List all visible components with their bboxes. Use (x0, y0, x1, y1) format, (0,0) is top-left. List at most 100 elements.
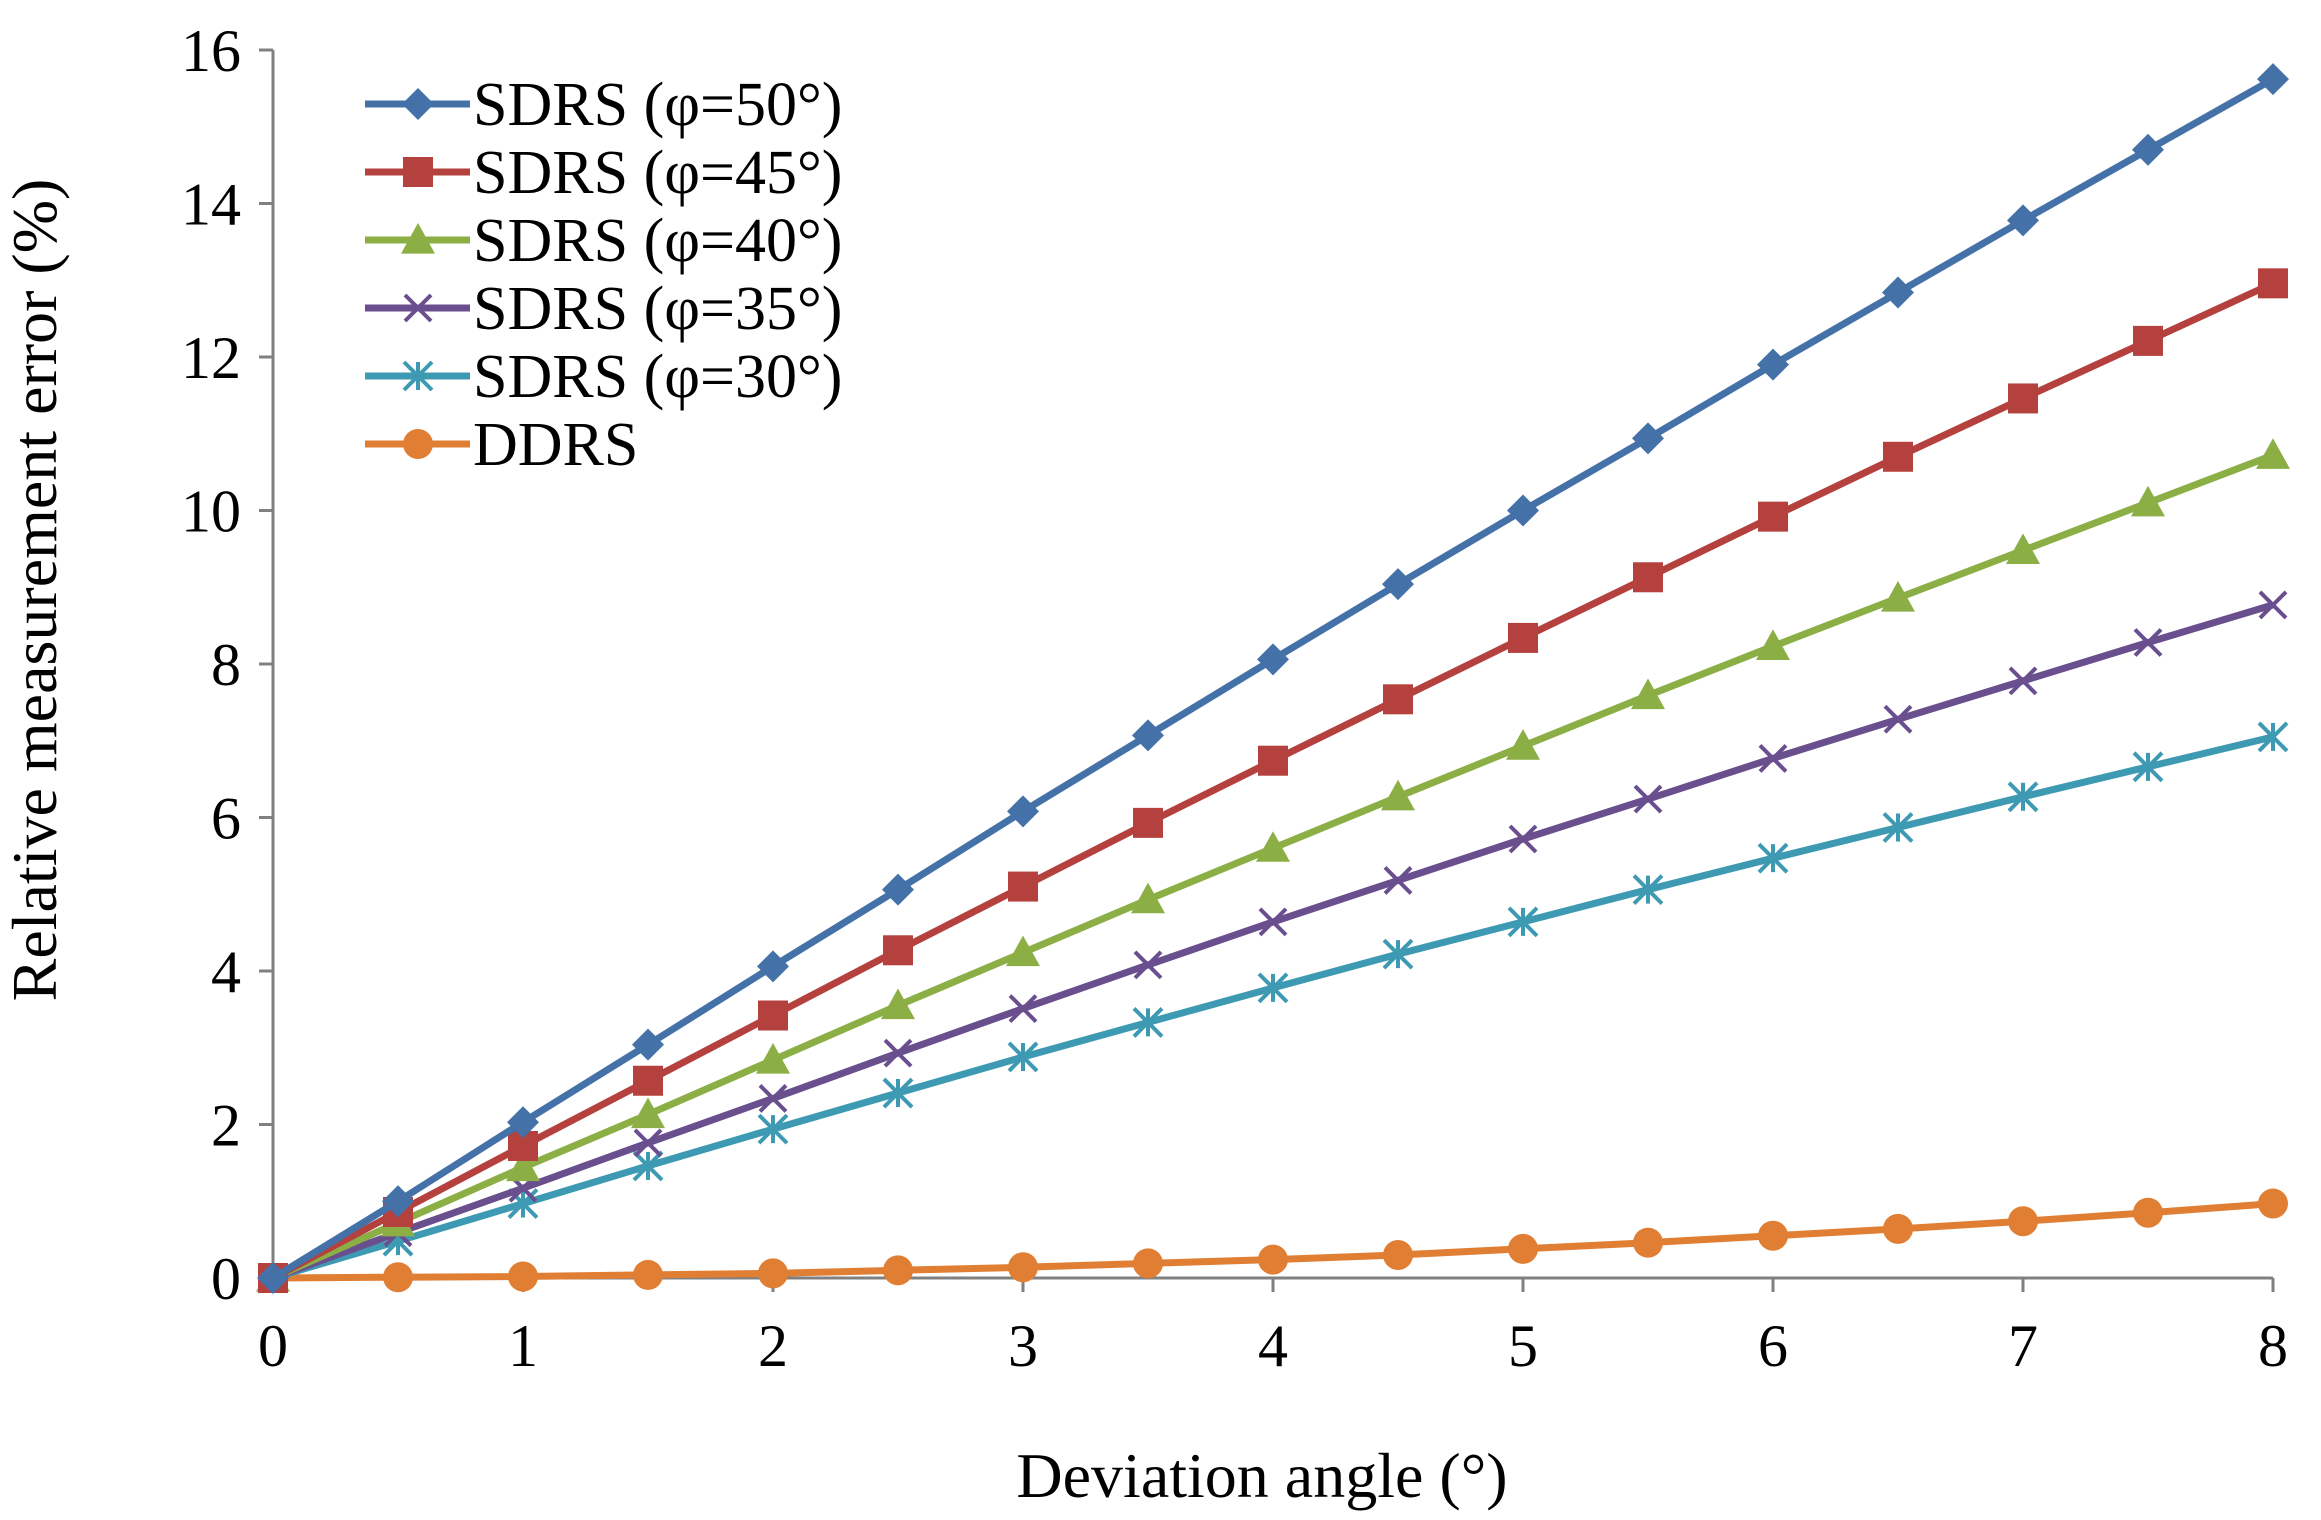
data-point (508, 1261, 538, 1292)
data-point (1882, 276, 1914, 309)
series-6 (258, 1188, 2288, 1293)
data-point (1383, 684, 1413, 715)
data-point (2007, 781, 2039, 813)
y-tick-label: 6 (211, 786, 241, 852)
data-point (758, 1258, 788, 1289)
data-point (1756, 629, 1790, 660)
data-point (2008, 383, 2038, 414)
data-point (1508, 1233, 1538, 1264)
series-5 (257, 721, 2289, 1294)
data-point (382, 1185, 414, 1218)
series-3 (256, 438, 2290, 1292)
data-point (1506, 729, 1540, 760)
data-point (2131, 485, 2165, 517)
data-point (1133, 1248, 1163, 1279)
data-point (756, 1043, 790, 1074)
series-line (272, 733, 2274, 1282)
data-point (883, 935, 913, 966)
data-point (1633, 784, 1663, 814)
data-point (1883, 1213, 1913, 1244)
data-point (1258, 745, 1288, 776)
data-point (2258, 268, 2288, 299)
data-point (757, 950, 789, 983)
data-point (883, 1038, 913, 1068)
data-point (882, 1077, 914, 1109)
data-point (758, 1000, 788, 1031)
data-point (1881, 580, 1915, 612)
series-2 (258, 268, 2288, 1293)
legend-label: SDRS (φ=50°) (473, 71, 842, 139)
data-point (2256, 438, 2290, 469)
legend-label: SDRS (φ=40°) (473, 207, 842, 275)
y-tick-label: 0 (211, 1246, 241, 1312)
data-point (758, 1083, 788, 1113)
x-tick-label: 0 (258, 1313, 288, 1379)
x-tick-label: 8 (2258, 1313, 2288, 1379)
data-point (2133, 1197, 2163, 1228)
data-point (1008, 994, 1038, 1024)
data-point (2257, 63, 2289, 96)
data-point (1383, 866, 1413, 895)
data-point (633, 1065, 663, 1096)
x-tick-label: 7 (2008, 1313, 2038, 1379)
data-point (1383, 1239, 1413, 1270)
data-point (1256, 831, 1290, 862)
y-tick-label: 4 (211, 939, 241, 1005)
data-point (881, 988, 915, 1020)
x-tick-label: 2 (758, 1313, 788, 1379)
data-point (1008, 871, 1038, 902)
data-point (1883, 441, 1913, 472)
data-point (1007, 1041, 1039, 1073)
data-point (633, 1128, 663, 1158)
data-point (1007, 795, 1039, 828)
data-point (2258, 590, 2288, 620)
data-point (632, 1028, 664, 1061)
x-tick-label: 1 (508, 1313, 538, 1379)
data-point (883, 1255, 913, 1286)
y-tick-label: 2 (211, 1093, 241, 1159)
legend-label: SDRS (φ=45°) (473, 139, 842, 207)
data-point (1508, 622, 1538, 653)
data-point (1132, 1007, 1164, 1038)
x-tick-label: 4 (1258, 1313, 1288, 1379)
y-tick-label: 10 (181, 479, 241, 545)
x-tick-label: 6 (1758, 1313, 1788, 1379)
legend-marker (402, 360, 434, 392)
data-point (383, 1262, 413, 1293)
legend-item-1: SDRS (φ=50°) (365, 71, 842, 139)
data-point (1757, 348, 1789, 381)
data-point (1258, 907, 1288, 937)
data-point (1382, 938, 1414, 970)
legend-marker (402, 88, 434, 120)
legend-marker (403, 429, 433, 459)
y-tick-label: 12 (181, 325, 241, 391)
data-point (1258, 1244, 1288, 1275)
legend-label: SDRS (φ=35°) (473, 275, 842, 343)
series-1 (257, 63, 2289, 1294)
series-layer (256, 63, 2290, 1294)
data-point (1257, 643, 1289, 676)
data-point (1631, 678, 1665, 710)
legend-label: SDRS (φ=30°) (473, 343, 842, 411)
data-point (1131, 882, 1165, 914)
data-point (2007, 204, 2039, 237)
data-point (2133, 628, 2163, 657)
data-point (1633, 562, 1663, 593)
y-tick-label: 16 (181, 18, 241, 84)
data-point (1758, 501, 1788, 532)
x-tick-label: 3 (1008, 1313, 1038, 1379)
data-point (1133, 807, 1163, 838)
data-point (1382, 568, 1414, 601)
y-tick-label: 14 (181, 172, 241, 238)
x-axis-title: Deviation angle (°) (1016, 1440, 1507, 1511)
legend-item-4: SDRS (φ=35°) (365, 275, 842, 343)
data-point (1006, 935, 1040, 967)
data-point (1257, 972, 1289, 1004)
x-tick-label: 5 (1508, 1313, 1538, 1379)
data-point (1632, 422, 1664, 455)
data-point (1507, 494, 1539, 527)
data-point (1758, 743, 1788, 773)
data-point (882, 873, 914, 906)
legend: SDRS (φ=50°)SDRS (φ=45°)SDRS (φ=40°)SDRS… (365, 71, 842, 479)
